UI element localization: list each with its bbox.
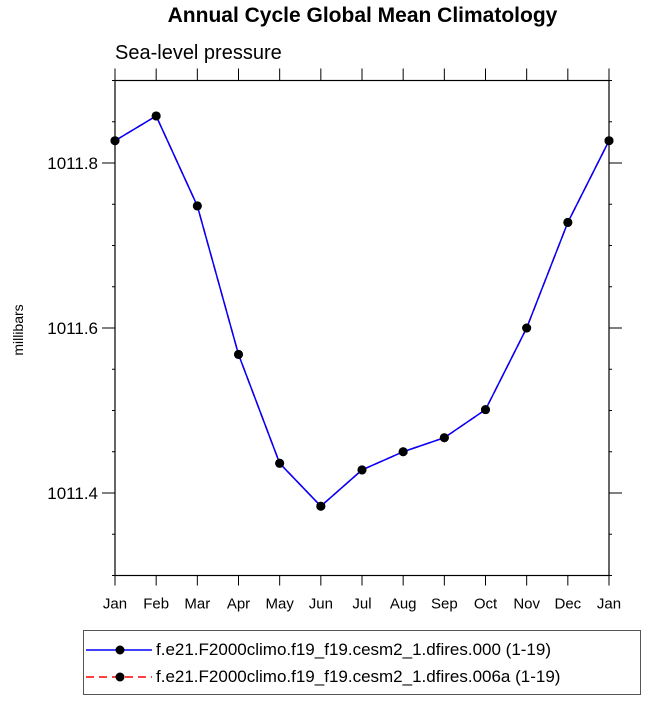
plot-area: Jan Feb Mar Apr May Jun Jul Aug Sep Oct Nov Dec Jan 1… bbox=[47, 68, 622, 613]
legend-label: f.e21.F2000climo.f19_f19.cesm2_1.dfires.… bbox=[156, 667, 561, 686]
y-tick-label: 1011.4 bbox=[47, 484, 98, 503]
series-line-0 bbox=[114, 114, 610, 508]
data-point bbox=[522, 323, 532, 333]
x-tick-label: Jan bbox=[103, 596, 127, 613]
legend-line-marker-blue-icon bbox=[86, 645, 152, 655]
series-line-1 bbox=[114, 114, 610, 508]
x-tick-label: Aug bbox=[390, 596, 417, 613]
plot-frame bbox=[114, 79, 610, 577]
legend-item-006a: f.e21.F2000climo.f19_f19.cesm2_1.dfires.… bbox=[84, 665, 560, 689]
x-tick-label: Oct bbox=[474, 596, 498, 613]
x-tick-label: Apr bbox=[227, 596, 250, 613]
legend-item-000: f.e21.F2000climo.f19_f19.cesm2_1.dfires.… bbox=[84, 638, 551, 662]
x-tick-label: Feb bbox=[143, 596, 169, 613]
x-tick-label: Dec bbox=[554, 596, 581, 613]
legend-line-marker-red-dashed-icon bbox=[86, 672, 152, 682]
x-tick-label: Jul bbox=[352, 596, 371, 613]
data-point bbox=[398, 447, 408, 457]
y-tick-label: 1011.8 bbox=[47, 154, 98, 173]
x-tick-label: Jan bbox=[597, 596, 621, 613]
data-point bbox=[316, 501, 326, 511]
legend-label: f.e21.F2000climo.f19_f19.cesm2_1.dfires.… bbox=[156, 640, 552, 659]
data-point bbox=[275, 458, 285, 468]
data-point bbox=[110, 136, 120, 146]
y-tick-label: 1011.6 bbox=[47, 319, 98, 338]
data-point bbox=[563, 217, 573, 227]
legend: f.e21.F2000climo.f19_f19.cesm2_1.dfires.… bbox=[83, 630, 641, 695]
data-point bbox=[151, 111, 161, 121]
data-point bbox=[192, 201, 202, 211]
x-tick-label: Mar bbox=[184, 596, 210, 613]
x-tick-label: Jun bbox=[309, 596, 333, 613]
data-point bbox=[604, 136, 614, 146]
x-tick-label: Nov bbox=[513, 596, 540, 613]
data-point bbox=[234, 349, 243, 359]
x-tick-label: May bbox=[265, 596, 294, 613]
data-point bbox=[439, 433, 449, 443]
chart-subtitle: Sea-level pressure bbox=[115, 42, 282, 64]
x-tick-label: Sep bbox=[431, 596, 458, 613]
data-point bbox=[481, 405, 490, 415]
chart-title: Annual Cycle Global Mean Climatology bbox=[167, 4, 558, 27]
data-point bbox=[357, 465, 367, 475]
